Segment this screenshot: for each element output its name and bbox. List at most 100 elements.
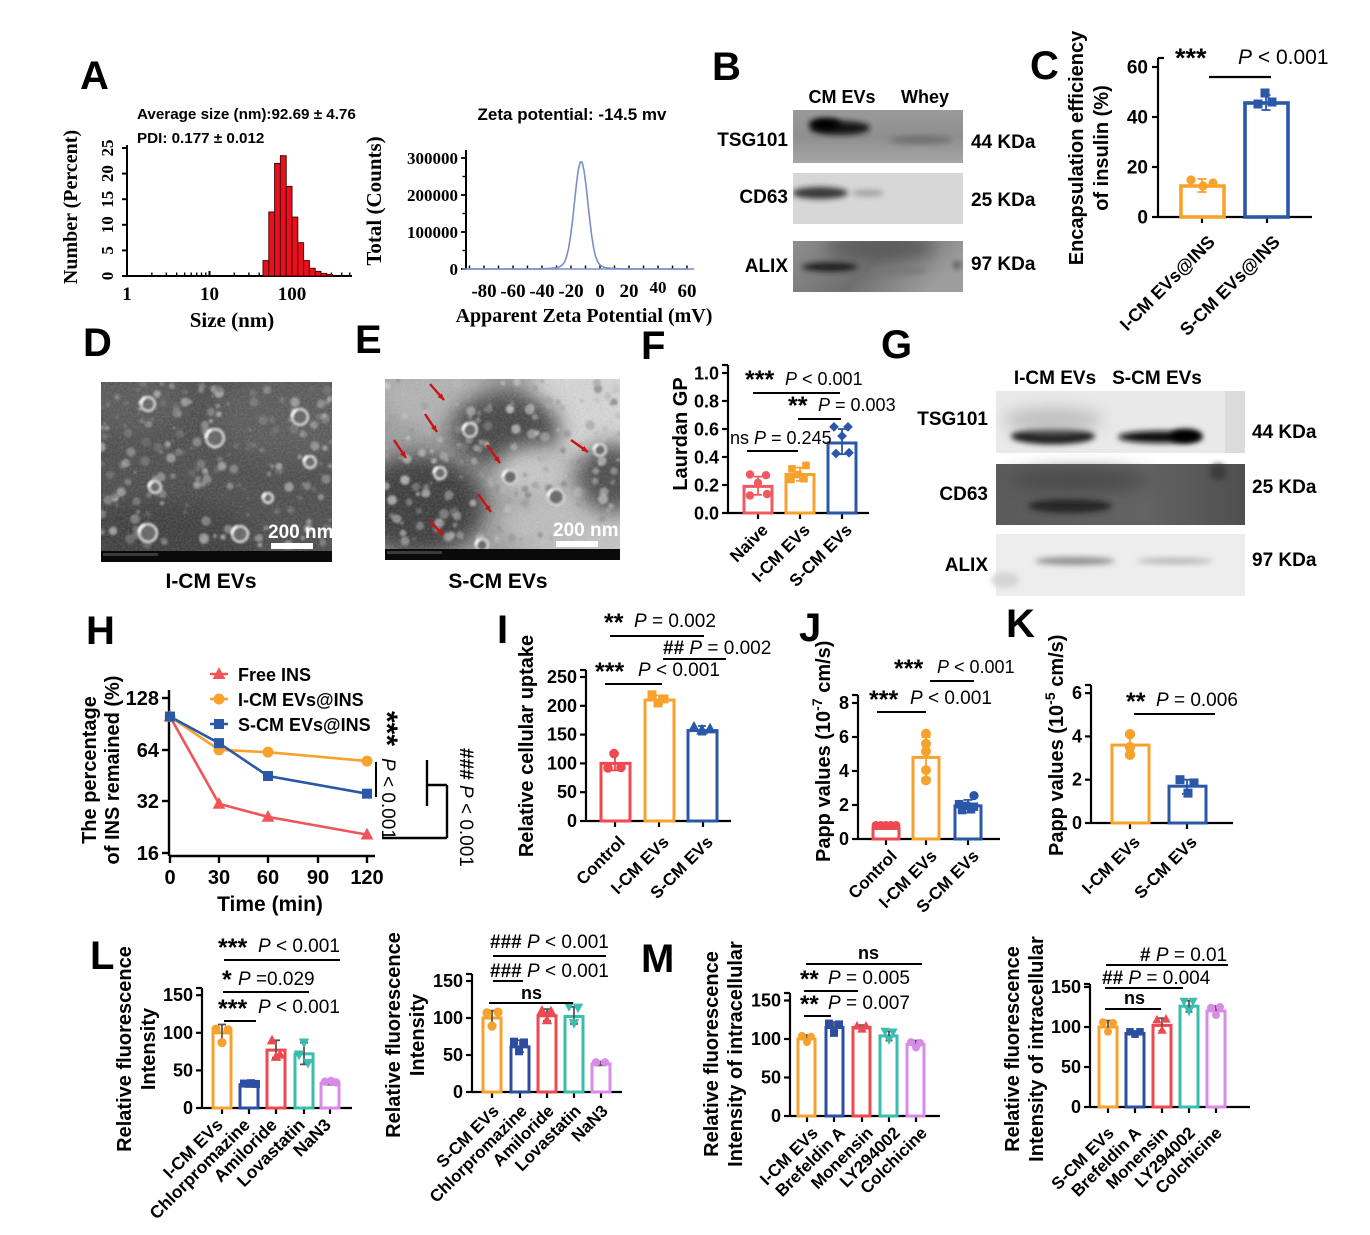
svg-text:P < 0.001: P < 0.001 [258,936,340,957]
svg-text:***: *** [595,658,624,686]
svg-text:S-CM EVs: S-CM EVs [448,570,547,593]
svg-text:8: 8 [839,693,849,713]
svg-text:150: 150 [751,991,781,1011]
svg-text:Number (Percent): Number (Percent) [60,130,82,284]
svg-text:-20: -20 [558,281,583,302]
svg-text:50: 50 [1061,1057,1081,1077]
svg-text:128: 128 [126,688,159,710]
svg-text:Relative fluorescence: Relative fluorescence [114,946,136,1152]
svg-text:0.8: 0.8 [694,392,719,412]
svg-text:4: 4 [839,761,849,781]
svg-text:Encapsulation efficiency: Encapsulation efficiency [1066,30,1088,265]
svg-text:0: 0 [183,1098,193,1118]
svg-text:P < 0.001: P < 0.001 [1238,46,1329,69]
svg-text:E: E [355,318,382,362]
svg-text:0: 0 [1071,1097,1081,1117]
svg-text:200000: 200000 [407,186,458,205]
svg-text:of INS remained (%): of INS remained (%) [102,676,124,865]
svg-text:P = 0.007: P = 0.007 [828,993,910,1014]
svg-text:30: 30 [208,867,230,889]
svg-text:1.0: 1.0 [694,364,719,384]
svg-text:Apparent Zeta Potential (mV): Apparent Zeta Potential (mV) [456,305,713,327]
svg-text:Average size (nm):92.69 ± 4.76: Average size (nm):92.69 ± 4.76 [137,106,356,123]
svg-text:P = 0.005: P = 0.005 [828,968,910,989]
svg-text:TSG101: TSG101 [717,130,788,151]
svg-text:20: 20 [1127,158,1148,179]
svg-text:H: H [86,609,115,653]
svg-text:150: 150 [163,985,193,1005]
svg-text:L: L [90,934,114,978]
svg-text:*: * [222,966,232,994]
svg-text:# P = 0.01: # P = 0.01 [1140,945,1227,966]
svg-text:### P < 0.001: ### P < 0.001 [490,961,609,982]
svg-text:ns: ns [1124,988,1145,1008]
svg-text:50: 50 [557,782,577,802]
svg-text:60: 60 [678,281,697,302]
svg-text:***: *** [1175,43,1207,73]
svg-text:A: A [80,54,109,98]
svg-text:-60: -60 [500,281,525,302]
svg-text:100: 100 [163,1023,193,1043]
svg-text:P = 0.003: P = 0.003 [818,395,896,415]
svg-text:16: 16 [137,843,159,865]
svg-text:64: 64 [137,740,160,762]
svg-text:***: *** [745,366,774,394]
svg-text:### P < 0.001: ### P < 0.001 [455,748,476,867]
svg-text:Relative fluorescence: Relative fluorescence [701,951,723,1157]
svg-text:100: 100 [1051,1017,1081,1037]
svg-text:***: *** [869,686,898,714]
svg-text:P < 0.001: P < 0.001 [377,758,398,840]
svg-text:25 KDa: 25 KDa [1252,477,1317,498]
svg-text:**: ** [800,991,819,1018]
svg-text:0: 0 [1072,813,1082,833]
svg-text:200: 200 [547,696,577,716]
svg-text:150: 150 [433,971,463,991]
svg-text:Relative fluorescence: Relative fluorescence [1002,946,1024,1152]
svg-text:25: 25 [98,140,117,157]
svg-text:25 KDa: 25 KDa [971,190,1036,211]
svg-text:ALIX: ALIX [745,256,789,277]
svg-text:Intensity: Intensity [407,993,429,1076]
svg-text:20: 20 [98,165,117,182]
svg-text:120: 120 [350,867,383,889]
svg-text:**: ** [788,392,808,420]
svg-text:Relative cellular uptake: Relative cellular uptake [516,635,538,857]
svg-text:150: 150 [1051,977,1081,997]
svg-text:90: 90 [307,867,329,889]
svg-text:0: 0 [595,281,605,302]
svg-text:P = 0.006: P = 0.006 [1156,690,1238,711]
svg-text:CM EVs: CM EVs [808,87,875,107]
svg-text:**: ** [1126,688,1146,716]
svg-text:Size (nm): Size (nm) [190,308,275,332]
svg-text:20: 20 [620,281,639,302]
svg-text:C: C [1030,44,1059,88]
svg-text:0: 0 [567,811,577,831]
svg-text:P = 0.002: P = 0.002 [634,611,716,632]
svg-text:40: 40 [650,278,667,297]
svg-text:P < 0.001: P < 0.001 [910,688,992,709]
svg-text:15: 15 [98,191,117,208]
svg-text:60: 60 [257,867,279,889]
svg-text:B: B [712,45,741,89]
svg-text:Intensity of intracellular: Intensity of intracellular [725,941,747,1167]
svg-text:1: 1 [122,284,132,305]
svg-text:ALIX: ALIX [945,555,989,576]
svg-text:0: 0 [771,1106,781,1126]
svg-text:TSG101: TSG101 [917,409,988,430]
svg-text:I: I [497,608,508,652]
svg-text:F: F [641,324,665,368]
svg-text:0: 0 [453,1082,463,1102]
svg-text:ns P = 0.245: ns P = 0.245 [730,428,832,448]
svg-text:J: J [799,606,821,650]
svg-text:I-CM EVs: I-CM EVs [1014,368,1096,389]
svg-text:200 nm: 200 nm [553,520,618,541]
svg-text:G: G [881,323,912,367]
svg-text:2: 2 [839,795,849,815]
svg-text:44 KDa: 44 KDa [971,132,1036,153]
svg-text:4: 4 [1072,726,1082,746]
svg-text:6: 6 [1072,683,1082,703]
svg-text:CD63: CD63 [939,484,988,505]
svg-text:***: *** [370,711,403,746]
svg-text:44 KDa: 44 KDa [1252,422,1317,443]
svg-text:100: 100 [433,1008,463,1028]
